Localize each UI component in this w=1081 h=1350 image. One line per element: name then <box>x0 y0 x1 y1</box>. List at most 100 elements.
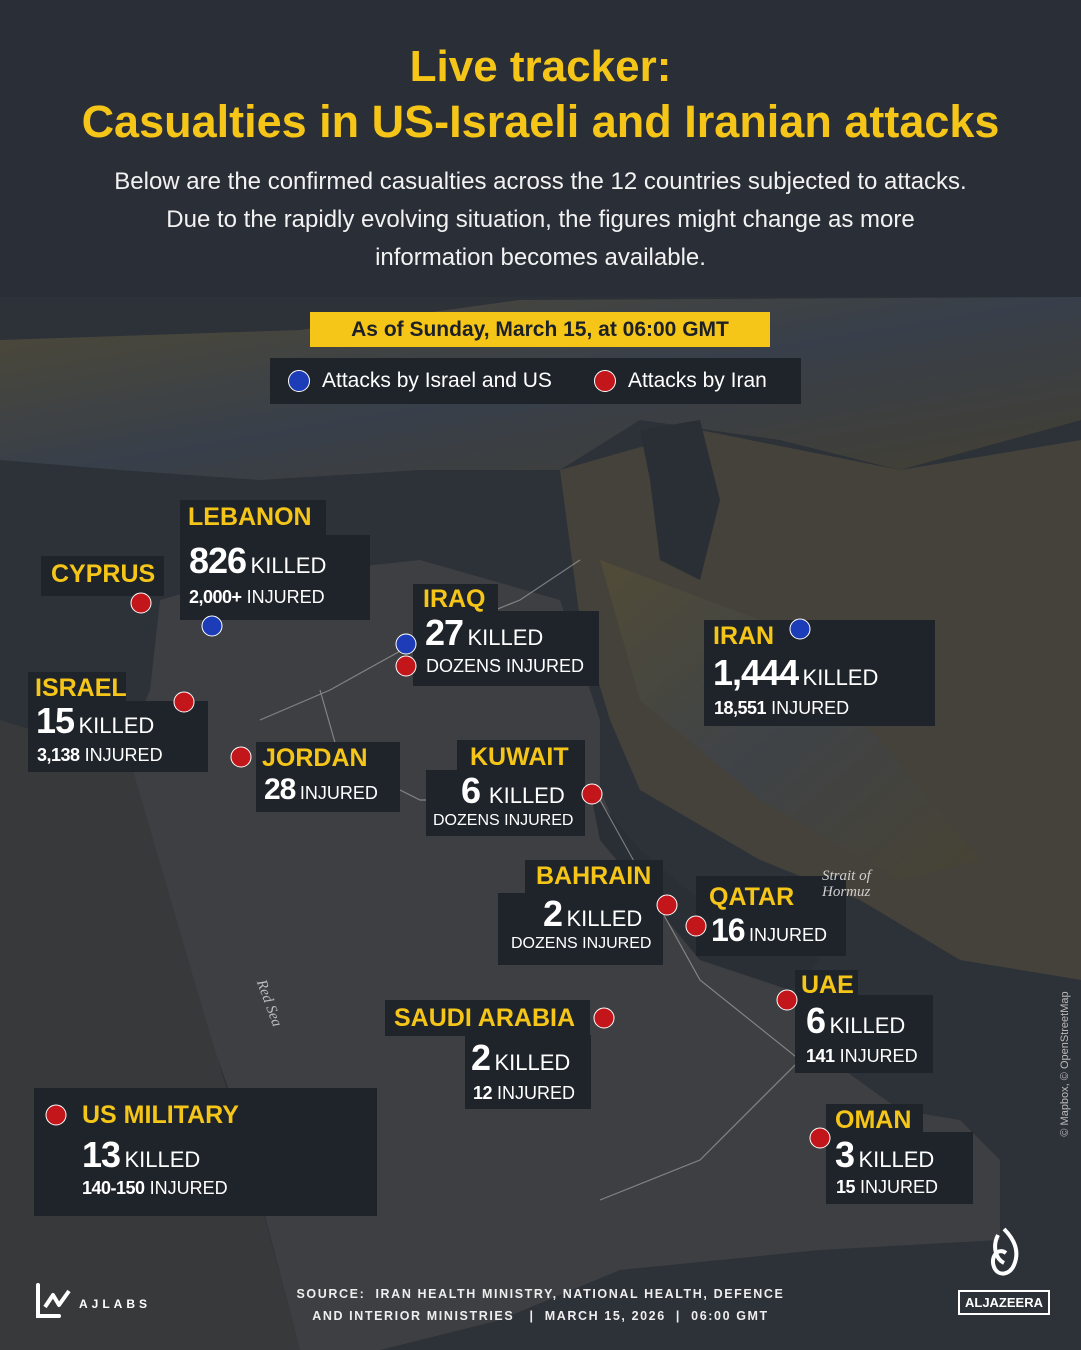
injured-count: 140-150 <box>82 1178 145 1198</box>
country-name: CYPRUS <box>51 560 156 588</box>
injured-text: DOZENS INJURED <box>426 656 585 676</box>
card-lebanon <box>180 535 370 620</box>
marker-blue-lebanon <box>201 615 223 637</box>
injured-label: INJURED <box>149 1178 228 1198</box>
marker-red-iraq <box>395 655 417 677</box>
killed-count: 6 <box>461 770 481 811</box>
source-line-2: AND INTERIOR MINISTRIES | MARCH 15, 2026… <box>312 1309 769 1323</box>
marker-red-kuwait <box>581 783 603 805</box>
killed-label: KILLED <box>802 665 879 690</box>
injured-count: 3,138 <box>37 745 80 765</box>
card-iraq <box>413 611 599 686</box>
card-us-military <box>34 1088 377 1216</box>
legend: Attacks by Israel and US Attacks by Iran <box>270 358 801 404</box>
title-line-2: Casualties in US-Israeli and Iranian att… <box>81 96 1000 147</box>
country-name: SAUDI ARABIA <box>394 1004 576 1032</box>
injured-text: DOZENS INJURED <box>511 935 652 952</box>
card-oman <box>826 1132 973 1204</box>
injured-count: 141 <box>806 1046 835 1066</box>
aljazeera-calligraphy-icon <box>991 1227 1019 1276</box>
injured-label: INJURED <box>839 1046 918 1066</box>
card-iran <box>704 620 935 726</box>
killed-label: KILLED <box>124 1147 201 1172</box>
marker-red-jordan <box>230 746 252 768</box>
injured-text: DOZENS INJURED <box>433 812 574 829</box>
country-name: LEBANON <box>188 503 312 531</box>
country-name: BAHRAIN <box>536 862 652 890</box>
injured-count: 2,000+ <box>189 587 242 607</box>
killed-count: 2 <box>471 1037 491 1078</box>
injured-count: 12 <box>473 1083 493 1103</box>
card-qatar <box>696 876 846 956</box>
card-kuwait <box>426 770 585 836</box>
map-credit: © Mapbox, © OpenStreetMap <box>1059 991 1071 1137</box>
killed-label: KILLED <box>829 1013 906 1038</box>
injured-label: INJURED <box>497 1083 576 1103</box>
country-name: QATAR <box>709 883 795 911</box>
subtitle-line: Due to the rapidly evolving situation, t… <box>166 206 915 233</box>
marker-red-uae <box>776 989 798 1011</box>
country-name: OMAN <box>835 1106 912 1134</box>
injured-count: 18,551 <box>714 698 767 718</box>
marker-blue-iraq <box>395 633 417 655</box>
aljazeera-wordmark: ALJAZEERA <box>958 1290 1050 1315</box>
injured-count: 28 <box>264 773 296 806</box>
killed-count: 3 <box>835 1134 855 1175</box>
injured-label: INJURED <box>771 698 850 718</box>
aljazeera-logo: ALJAZEERA <box>958 1225 1050 1315</box>
marker-red-qatar <box>685 915 707 937</box>
marker-red-saudi-arabia <box>593 1007 615 1029</box>
country-name: US MILITARY <box>82 1101 239 1129</box>
card-israel <box>28 701 208 772</box>
injured-count: 15 <box>836 1177 856 1197</box>
marker-blue-iran <box>789 618 811 640</box>
killed-count: 826 <box>189 540 247 581</box>
killed-label: KILLED <box>566 906 643 931</box>
injured-label: INJURED <box>299 783 378 803</box>
subtitle-line: information becomes available. <box>375 244 706 271</box>
red-dot-icon <box>593 370 616 392</box>
card-saudi-arabia <box>465 1035 591 1109</box>
card-jordan <box>256 742 400 812</box>
card-cyprus <box>41 556 164 596</box>
subtitle-line: Below are the confirmed casualties acros… <box>114 168 967 195</box>
injured-label: INJURED <box>246 587 325 607</box>
country-name: KUWAIT <box>470 743 569 771</box>
killed-label: KILLED <box>494 1050 571 1075</box>
injured-label: INJURED <box>749 925 828 945</box>
country-name: JORDAN <box>262 744 368 772</box>
killed-count: 15 <box>36 700 75 741</box>
card-bahrain <box>498 893 663 965</box>
injured-label: INJURED <box>860 1177 939 1197</box>
strait-of-hormuz-label: Strait of Hormuz <box>822 868 871 900</box>
killed-count: 13 <box>82 1134 121 1175</box>
killed-label: KILLED <box>467 625 544 650</box>
title-line-1: Live tracker: <box>409 42 672 91</box>
water-caspian <box>640 420 720 580</box>
country-name: IRAN <box>713 622 775 650</box>
killed-label: KILLED <box>488 783 565 808</box>
legend-blue-label: Attacks by Israel and US <box>322 369 552 392</box>
legend-red-label: Attacks by Iran <box>627 369 767 392</box>
ajlabs-logo: AJLABS <box>35 1283 151 1319</box>
killed-label: KILLED <box>250 553 327 578</box>
country-name: ISRAEL <box>35 674 127 702</box>
country-name: IRAQ <box>423 585 486 613</box>
marker-red-us-military <box>45 1104 67 1126</box>
marker-red-cyprus <box>130 592 152 614</box>
injured-label: INJURED <box>84 745 163 765</box>
ajlabs-chart-icon <box>36 1283 71 1318</box>
killed-label: KILLED <box>858 1147 935 1172</box>
marker-red-israel <box>173 691 195 713</box>
country-name: UAE <box>801 971 854 999</box>
marker-red-bahrain <box>656 894 678 916</box>
subtitle: Below are the confirmed casualties acros… <box>0 163 1081 277</box>
killed-label: KILLED <box>78 713 155 738</box>
source-line-1: SOURCE: IRAN HEALTH MINISTRY, NATIONAL H… <box>296 1287 785 1301</box>
card-uae <box>795 995 933 1073</box>
date-banner: As of Sunday, March 15, at 06:00 GMT <box>310 312 770 347</box>
killed-count: 27 <box>425 612 464 653</box>
killed-count: 6 <box>806 1000 826 1041</box>
blue-dot-icon <box>288 370 310 392</box>
marker-red-oman <box>809 1127 831 1149</box>
